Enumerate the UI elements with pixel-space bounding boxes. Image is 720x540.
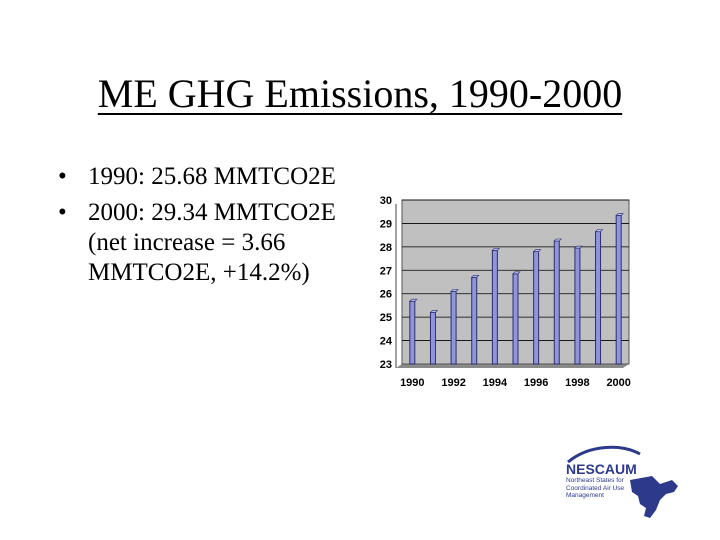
bar-top (512, 271, 521, 275)
bar-top (532, 249, 542, 252)
bar (450, 290, 457, 365)
chart-floor (396, 364, 629, 368)
y-tick-label: 28 (380, 242, 392, 254)
y-tick-label: 29 (380, 218, 392, 230)
logo-tagline-box: Northeast States for Coordinated Air Use… (566, 477, 625, 499)
slide-title-text: ME GHG Emissions, 1990-2000 (97, 71, 623, 116)
bullet-text: 2000: 29.34 MMTCO2E (net increase = 3.66… (88, 199, 336, 286)
bar (471, 276, 478, 365)
x-tick-label: 1996 (524, 377, 548, 389)
logo-name: NESCAUM (566, 461, 637, 477)
bar-top (450, 289, 459, 292)
bar-top (471, 275, 480, 278)
y-tick-label: 25 (380, 312, 392, 324)
bar (553, 240, 560, 365)
y-tick-label: 24 (380, 336, 393, 348)
bar-top (491, 248, 501, 251)
bullet-item-1990: • 1990: 25.68 MMTCO2E (58, 162, 358, 192)
bar-top (409, 298, 418, 302)
bar (491, 249, 498, 365)
y-tick-label: 27 (380, 265, 392, 277)
bar-top (594, 229, 604, 232)
bullet-list: • 1990: 25.68 MMTCO2E • 2000: 29.34 MMTC… (58, 162, 358, 294)
logo-tagline: Northeast States for Coordinated Air Use… (566, 477, 625, 499)
y-tick-label: 30 (380, 195, 392, 207)
x-tick-label: 1998 (565, 377, 589, 389)
emissions-bar-chart: 23 24 25 26 27 28 29 30 1990 1992 1994 1996 1998 2000 (380, 195, 631, 389)
x-tick-label: 1990 (400, 377, 424, 389)
y-tick-label: 23 (380, 359, 392, 371)
bar-top (553, 238, 562, 242)
x-tick-label: 2000 (606, 377, 630, 389)
slide-title: ME GHG Emissions, 1990-2000 (0, 70, 720, 118)
bar (512, 273, 519, 365)
y-tick-label: 26 (380, 289, 392, 301)
bullet-marker: • (58, 163, 67, 190)
bullet-text: 1990: 25.68 MMTCO2E (88, 163, 336, 190)
logo-swoosh-arc (567, 445, 641, 464)
bar-top (574, 245, 583, 249)
nescaum-logo: NESCAUM Northeast States for Coordinated… (566, 445, 678, 518)
x-tick-label: 1994 (483, 377, 508, 389)
x-tick-label: 1992 (441, 377, 465, 389)
bar (595, 231, 602, 365)
bar (574, 247, 581, 365)
bar (429, 311, 436, 365)
bar (615, 214, 622, 365)
bar-top (429, 310, 439, 313)
bullet-marker: • (58, 199, 67, 226)
bar (533, 251, 540, 365)
bar-top (615, 213, 624, 216)
bullet-item-2000: • 2000: 29.34 MMTCO2E (net increase = 3.… (58, 198, 358, 288)
logo-swoosh (567, 445, 641, 464)
northeast-map-icon (630, 476, 678, 518)
bar (409, 300, 416, 365)
